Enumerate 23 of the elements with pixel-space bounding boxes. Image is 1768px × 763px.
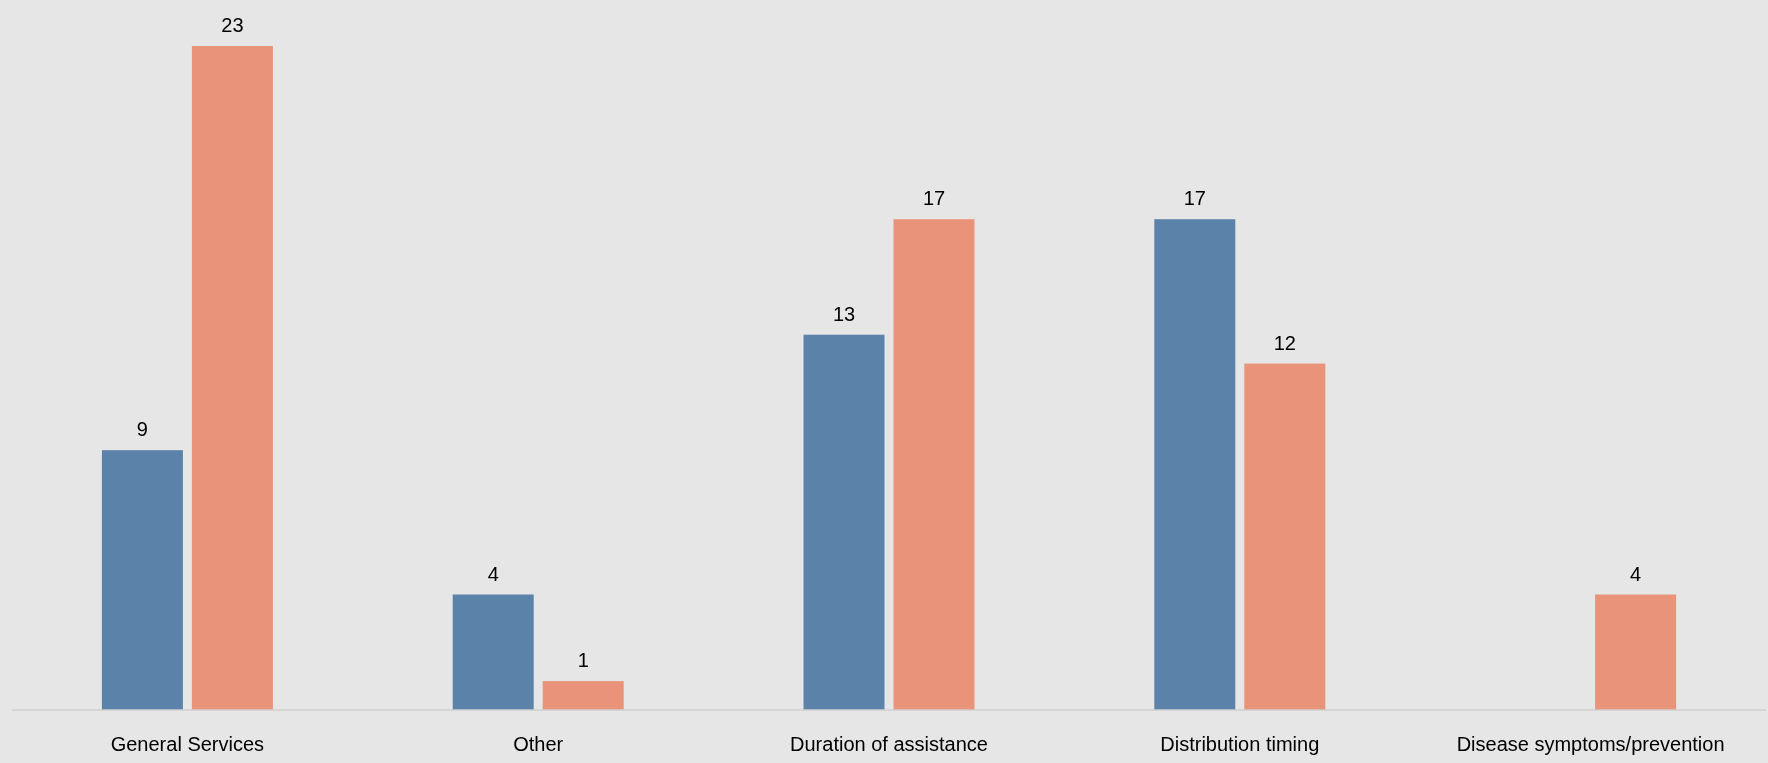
data-label: 9 [136,418,148,441]
bar [1154,219,1236,710]
data-label: 17 [922,187,946,210]
bar [101,450,183,710]
bar [893,219,975,710]
x-tick-label: Disease symptoms/prevention [1456,733,1725,755]
data-label: 4 [1630,562,1642,585]
bar [542,681,624,710]
x-tick-label: General Services [110,733,265,755]
bar [191,46,273,710]
bar [1244,363,1326,710]
x-tick-label: Duration of assistance [790,733,988,755]
bar [1595,594,1677,710]
data-label: 23 [221,14,244,36]
data-label: 13 [832,302,856,325]
data-label: 12 [1273,331,1296,354]
bar [452,594,534,710]
bar [803,334,885,710]
x-tick-label: Other [513,733,564,755]
data-label: 17 [1183,187,1206,210]
data-label: 1 [577,649,589,672]
x-tick-label: Distribution timing [1160,733,1320,755]
data-label: 4 [487,562,499,585]
